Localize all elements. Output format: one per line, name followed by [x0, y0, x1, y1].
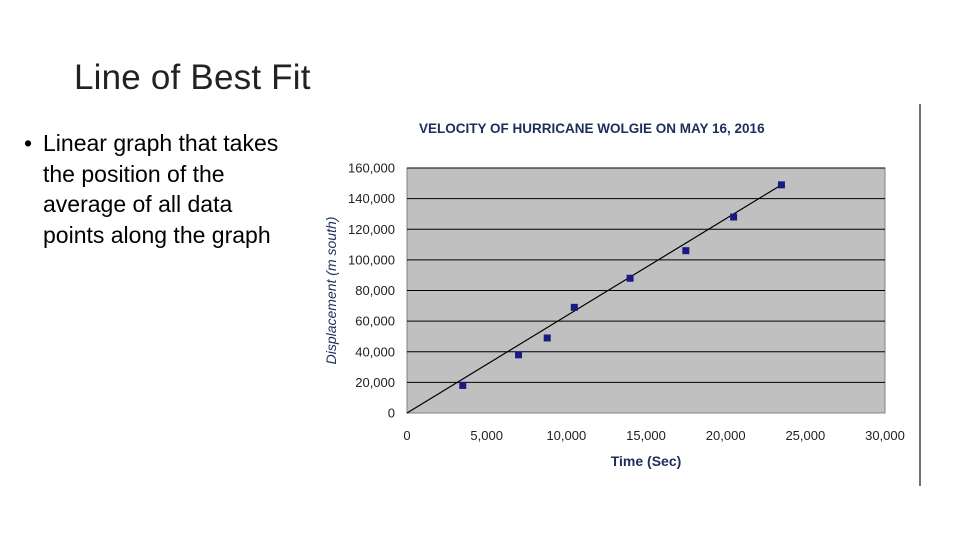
data-point: [459, 381, 467, 389]
x-axis-title: Time (Sec): [611, 453, 682, 469]
data-point: [730, 213, 738, 221]
y-tick-label: 140,000: [348, 191, 395, 206]
data-points: [459, 181, 785, 389]
x-tick-label: 25,000: [785, 428, 825, 443]
chart-svg: VELOCITY OF HURRICANE WOLGIE ON MAY 16, …: [303, 100, 923, 486]
y-tick-label: 120,000: [348, 222, 395, 237]
y-tick-label: 0: [388, 406, 395, 421]
y-tick-label: 80,000: [355, 283, 395, 298]
data-point: [515, 351, 523, 359]
x-tick-label: 30,000: [865, 428, 905, 443]
slide-title: Line of Best Fit: [74, 58, 311, 97]
chart-title: VELOCITY OF HURRICANE WOLGIE ON MAY 16, …: [419, 121, 765, 136]
chart-figure: VELOCITY OF HURRICANE WOLGIE ON MAY 16, …: [303, 100, 923, 486]
bullet-marker: •: [24, 130, 33, 156]
y-tick-label: 40,000: [355, 344, 395, 359]
x-axis-ticks: 0 5,000 10,000 15,000 20,000 25,000 30,000: [403, 428, 905, 443]
data-point: [682, 247, 690, 255]
y-tick-label: 100,000: [348, 252, 395, 267]
x-tick-label: 5,000: [470, 428, 503, 443]
x-tick-label: 10,000: [546, 428, 586, 443]
y-tick-label: 20,000: [355, 375, 395, 390]
x-tick-label: 15,000: [626, 428, 666, 443]
bullet-text: Linear graph that takes the position of …: [43, 130, 279, 248]
y-tick-label: 160,000: [348, 161, 395, 176]
y-axis-ticks: 0 20,000 40,000 60,000 80,000 100,000 120,000 1…: [348, 161, 395, 421]
gridlines: [407, 167, 885, 383]
bullet-item: • Linear graph that takes the position o…: [24, 128, 294, 250]
y-axis-title: Displacement (m south): [323, 217, 339, 365]
data-point: [626, 274, 634, 282]
data-point: [777, 181, 785, 189]
trendline: [406, 184, 782, 414]
y-tick-label: 60,000: [355, 314, 395, 329]
data-point: [570, 303, 578, 311]
x-tick-label: 0: [403, 428, 410, 443]
bullet-list: • Linear graph that takes the position o…: [24, 128, 294, 250]
data-point: [543, 334, 551, 342]
x-tick-label: 20,000: [706, 428, 746, 443]
